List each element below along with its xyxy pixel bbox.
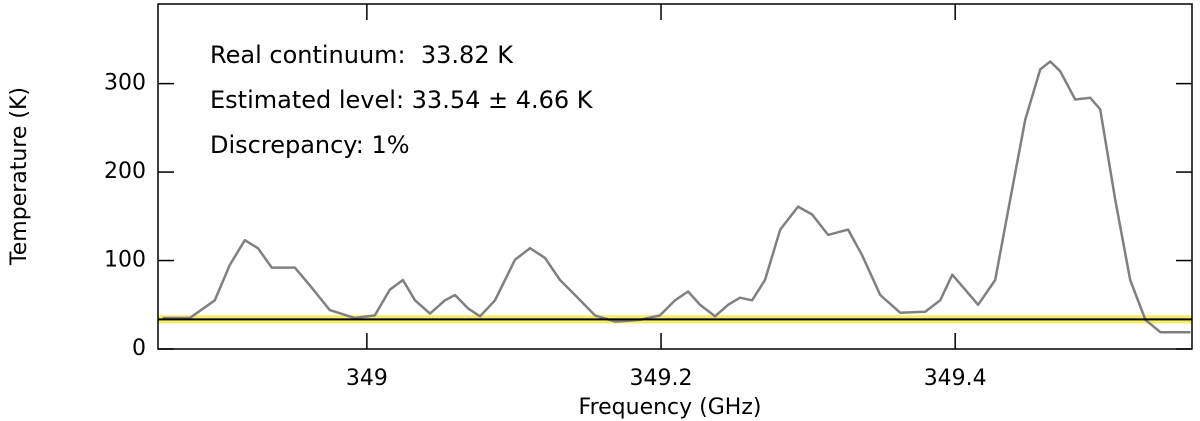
annotation: Estimated level: 33.54 ± 4.66 K — [210, 86, 594, 114]
spectrum-line — [162, 60, 1191, 334]
y-tick-label: 0 — [132, 336, 146, 361]
y-axis-title: Temperature (K) — [7, 87, 32, 266]
x-tick-label: 349.4 — [924, 366, 987, 391]
annotation: Discrepancy: 1% — [210, 131, 410, 159]
x-tick-label: 349 — [346, 366, 388, 391]
x-tick-label: 349.2 — [630, 366, 693, 391]
y-tick-label: 300 — [104, 71, 146, 96]
x-axis-title: Frequency (GHz) — [579, 395, 762, 420]
y-tick-label: 100 — [104, 248, 146, 273]
plot-frame — [157, 3, 1193, 350]
annotation: Real continuum: 33.82 K — [210, 41, 514, 69]
y-tick-label: 200 — [104, 159, 146, 184]
